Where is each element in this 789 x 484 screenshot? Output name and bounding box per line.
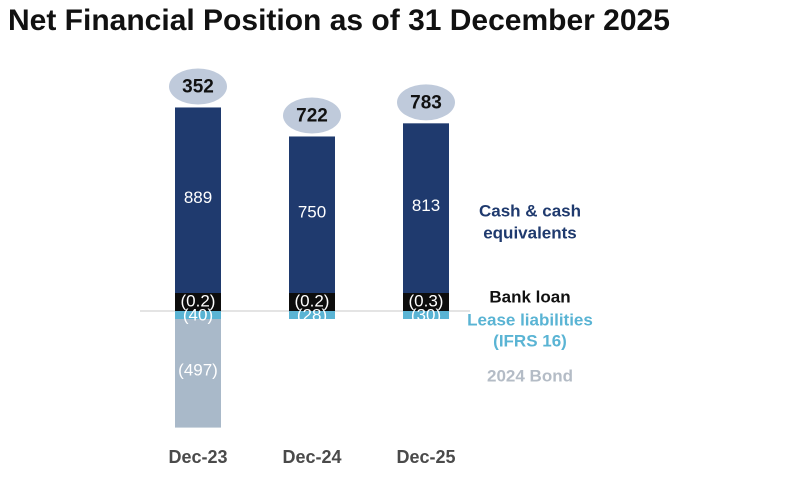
- label-bond-dec-23: (497): [178, 361, 218, 380]
- bar-lease-dec-25: [403, 311, 449, 319]
- legend-cash-line-1: Cash & cash: [479, 201, 581, 220]
- label-total-dec-24: 722: [296, 105, 328, 126]
- label-lease-dec-24: (28): [297, 305, 327, 324]
- label-total-dec-25: 783: [410, 92, 442, 113]
- label-cash-dec-25: 813: [412, 196, 440, 215]
- legend-cash-line-2: equivalents: [483, 223, 577, 242]
- total-bubble-dec-25: [397, 84, 455, 121]
- label-cash-dec-24: 750: [298, 203, 326, 222]
- bar-bond-dec-23: [175, 319, 221, 428]
- label-lease-dec-25: (30): [411, 305, 441, 324]
- bar-bank-loan-dec-23: [175, 293, 221, 311]
- total-bubble-dec-23: [169, 68, 227, 105]
- label-bank-loan-dec-23: (0.2): [181, 291, 216, 310]
- legend-bank-loan-line-1: Bank loan: [489, 287, 570, 306]
- label-cash-dec-23: 889: [184, 188, 212, 207]
- label-bank-loan-dec-24: (0.2): [295, 291, 330, 310]
- total-bubble-dec-24: [283, 97, 341, 134]
- bar-lease-dec-24: [289, 311, 335, 319]
- labels-layer: 889(0.2)(40)(497)352Dec-23750(0.2)(28)72…: [168, 68, 456, 467]
- legend-bond-line-1: 2024 Bond: [487, 366, 573, 385]
- bar-cash-dec-23: [175, 107, 221, 293]
- label-total-dec-23: 352: [182, 76, 214, 97]
- category-label-dec-24: Dec-24: [282, 447, 341, 467]
- bar-lease-dec-23: [175, 311, 221, 319]
- label-lease-dec-23: (40): [183, 305, 213, 324]
- chart-title: Net Financial Position as of 31 December…: [8, 4, 670, 37]
- category-label-dec-25: Dec-25: [396, 447, 455, 467]
- legend-lease-line-2: (IFRS 16): [493, 331, 567, 350]
- label-bank-loan-dec-25: (0.3): [409, 291, 444, 310]
- legend-lease-line-1: Lease liabilities: [467, 310, 593, 329]
- bar-cash-dec-25: [403, 123, 449, 293]
- category-label-dec-23: Dec-23: [168, 447, 227, 467]
- bar-cash-dec-24: [289, 136, 335, 293]
- bars-layer: [140, 107, 470, 428]
- legend-layer: Cash & cash equivalents Bank loan Lease lia…: [467, 201, 593, 385]
- bar-bank-loan-dec-25: [403, 293, 449, 311]
- bar-bank-loan-dec-24: [289, 293, 335, 311]
